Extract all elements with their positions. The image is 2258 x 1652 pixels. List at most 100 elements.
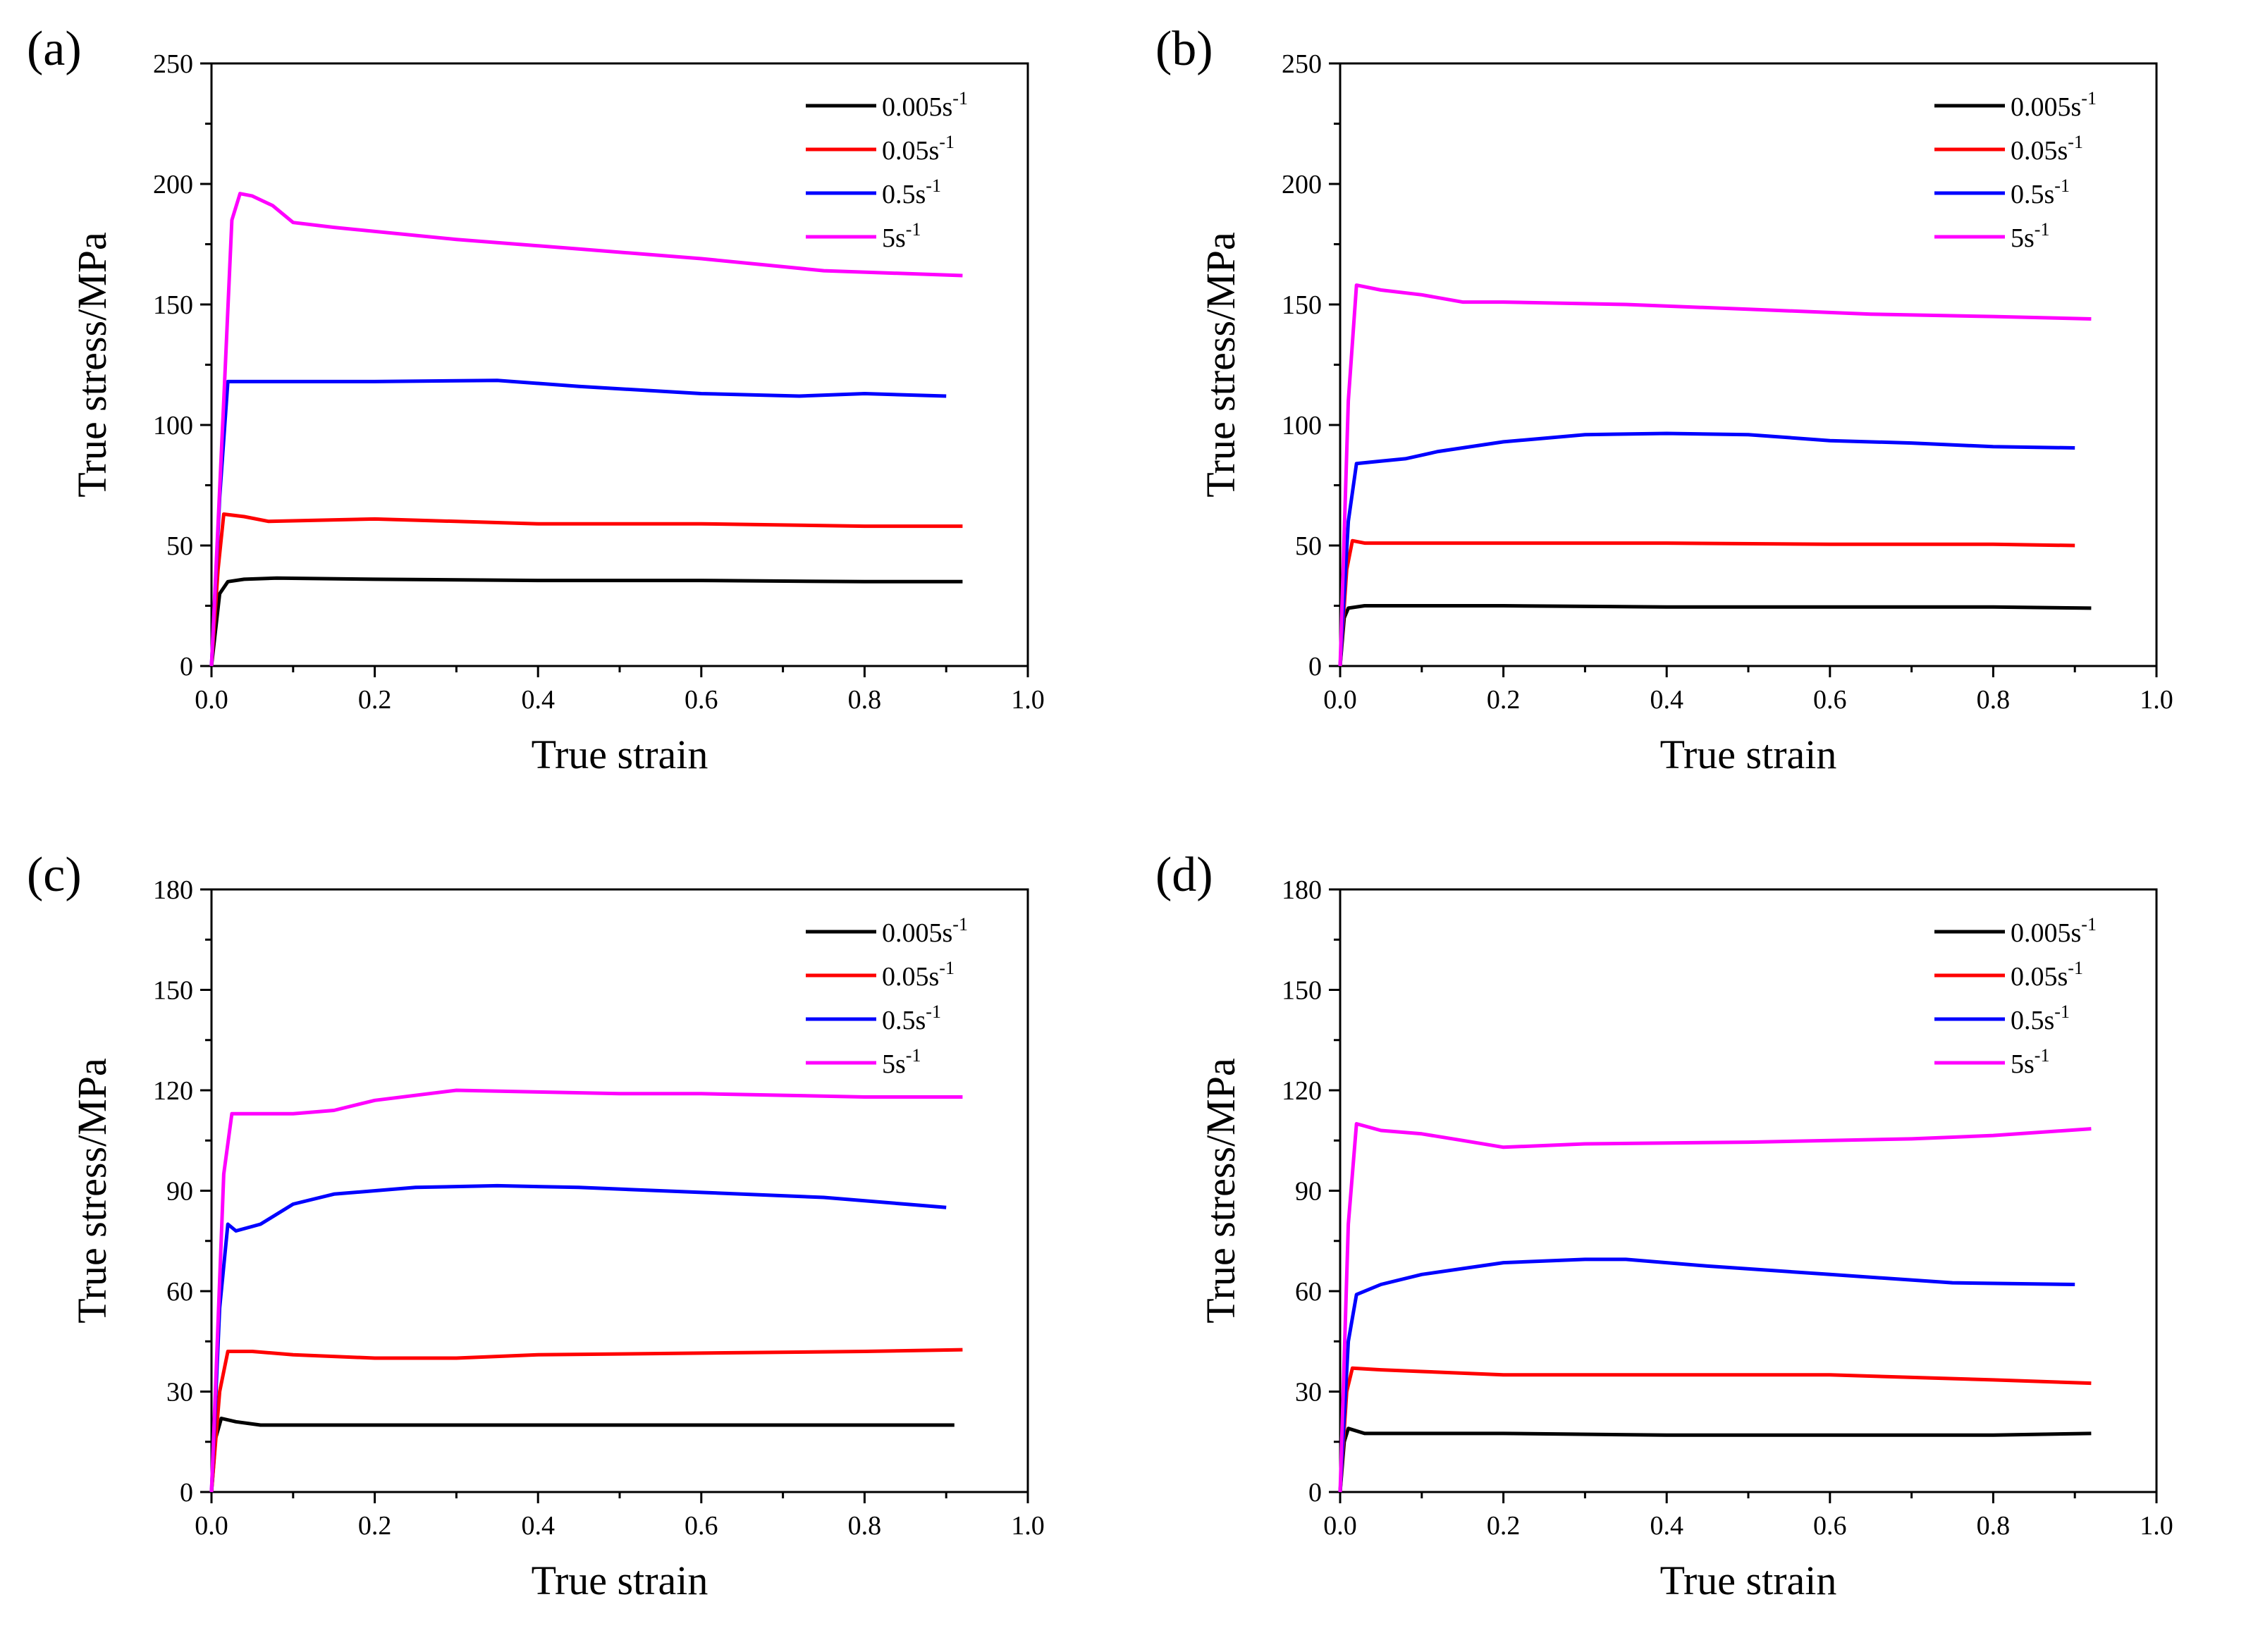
series-line-1 [1338,604,2092,667]
x-tick-label: 0.6 [1813,685,1847,715]
series-line-4 [209,1088,963,1493]
x-tick-label: 0.2 [358,1511,392,1541]
y-tick-label: 180 [153,875,193,905]
x-tick-label: 0.0 [1323,1511,1357,1541]
x-tick-label: 1.0 [2140,685,2173,715]
series-line-3 [209,1183,947,1493]
y-tick-label: 0 [1308,652,1322,682]
legend-label-3: 0.5s-1 [882,1001,941,1035]
y-tick-label: 60 [1295,1277,1322,1307]
legend-label-1: 0.005s-1 [2011,914,2097,948]
legend-label-2: 0.05s-1 [2011,132,2083,166]
y-tick-label: 150 [1282,976,1322,1006]
x-tick-label: 0.2 [1487,685,1521,715]
series-line-1 [209,576,963,667]
x-tick-label: 0.2 [1487,1511,1521,1541]
y-axis-label: True stress/MPa [1198,232,1244,498]
panel-label: (c) [27,848,82,902]
x-tick-label: 1.0 [1011,685,1045,715]
y-tick-label: 150 [153,290,193,320]
x-axis-label: True strain [1660,1558,1837,1603]
panel-label: (d) [1155,848,1213,902]
x-tick-label: 1.0 [2140,1511,2173,1541]
y-tick-label: 50 [166,531,193,561]
y-axis-label: True stress/MPa [69,232,115,498]
x-tick-label: 0.0 [1323,685,1357,715]
legend-label-4: 5s-1 [882,1045,921,1079]
y-tick-label: 150 [1282,290,1322,320]
legend-label-3: 0.5s-1 [882,175,941,209]
legend-label-1: 0.005s-1 [882,914,968,948]
chart-d: 0.0 0.2 0.4 0.6 0.8 1.0 0 30 60 90 120 150 180 True s… [1155,848,2173,1603]
series-line-1 [1338,1426,2092,1493]
y-tick-label: 90 [166,1177,193,1207]
x-tick-label: 0.8 [1977,1511,2011,1541]
x-axis-label: True strain [532,732,708,777]
x-axis-label: True strain [532,1558,708,1603]
y-tick-label: 120 [153,1076,193,1106]
legend-label-3: 0.5s-1 [2011,1001,2070,1035]
y-tick-label: 0 [180,652,193,682]
x-tick-label: 0.8 [848,1511,882,1541]
y-tick-label: 250 [1282,49,1322,79]
x-tick-label: 0.6 [1813,1511,1847,1541]
chart-panel-b: 0.0 0.2 0.4 0.6 0.8 1.0 0 50 100 150 200 250 True st… [1129,0,2257,826]
y-tick-label: 100 [1282,411,1322,440]
y-axis-label: True stress/MPa [69,1058,115,1324]
x-tick-label: 0.4 [1650,685,1683,715]
x-axis-label: True strain [1660,732,1837,777]
y-tick-label: 120 [1282,1076,1322,1106]
legend-label-2: 0.05s-1 [882,132,955,166]
y-tick-label: 60 [166,1277,193,1307]
y-tick-label: 0 [1308,1478,1322,1508]
y-tick-label: 180 [1282,875,1322,905]
series-line-1 [209,1417,955,1493]
x-tick-label: 0.0 [195,685,228,715]
series-line-4 [209,192,963,667]
series-line-2 [209,512,963,667]
series-line-2 [209,1348,963,1493]
chart-panel-a: 0.0 0.2 0.4 0.6 0.8 1.0 0 50 100 150 200 250 True st… [0,0,1129,826]
legend-label-3: 0.5s-1 [2011,175,2070,209]
series-line-4 [1338,1122,2092,1493]
series-line-3 [1338,1257,2075,1493]
x-tick-label: 0.6 [685,685,718,715]
series-line-2 [1338,1366,2092,1493]
legend-label-4: 5s-1 [882,219,921,253]
y-axis-label: True stress/MPa [1198,1058,1244,1324]
panel-label: (b) [1155,22,1213,76]
y-tick-label: 90 [1295,1177,1322,1207]
y-tick-label: 250 [153,49,193,79]
panel-label: (a) [27,22,82,76]
series-line-4 [1338,283,2092,667]
chart-b: 0.0 0.2 0.4 0.6 0.8 1.0 0 50 100 150 200 250 True st… [1155,22,2173,777]
legend-label-4: 5s-1 [2011,1045,2049,1079]
y-tick-label: 200 [1282,170,1322,199]
legend-label-2: 0.05s-1 [882,958,955,992]
y-tick-label: 100 [153,411,193,440]
chart-c: 0.0 0.2 0.4 0.6 0.8 1.0 0 30 60 90 120 150 180 True s… [27,848,1045,1603]
x-tick-label: 0.6 [685,1511,718,1541]
x-tick-label: 0.8 [1977,685,2011,715]
x-tick-label: 0.4 [521,685,555,715]
y-tick-label: 0 [180,1478,193,1508]
y-tick-label: 30 [1295,1378,1322,1407]
x-tick-label: 0.2 [358,685,392,715]
x-tick-label: 0.0 [195,1511,228,1541]
x-tick-label: 0.4 [521,1511,555,1541]
legend-label-2: 0.05s-1 [2011,958,2083,992]
y-tick-label: 200 [153,170,193,199]
x-tick-label: 0.4 [1650,1511,1683,1541]
legend-label-4: 5s-1 [2011,219,2049,253]
series-line-2 [1338,538,2075,667]
series-line-3 [1338,431,2075,667]
x-tick-label: 0.8 [848,685,882,715]
series-line-3 [209,378,947,667]
x-tick-label: 1.0 [1011,1511,1045,1541]
chart-panel-d: 0.0 0.2 0.4 0.6 0.8 1.0 0 30 60 90 120 150 180 True s… [1129,826,2257,1652]
legend-label-1: 0.005s-1 [882,88,968,122]
chart-a: 0.0 0.2 0.4 0.6 0.8 1.0 0 50 100 150 200 250 True st… [27,22,1045,777]
y-tick-label: 150 [153,976,193,1006]
legend-label-1: 0.005s-1 [2011,88,2097,122]
y-tick-label: 50 [1295,531,1322,561]
